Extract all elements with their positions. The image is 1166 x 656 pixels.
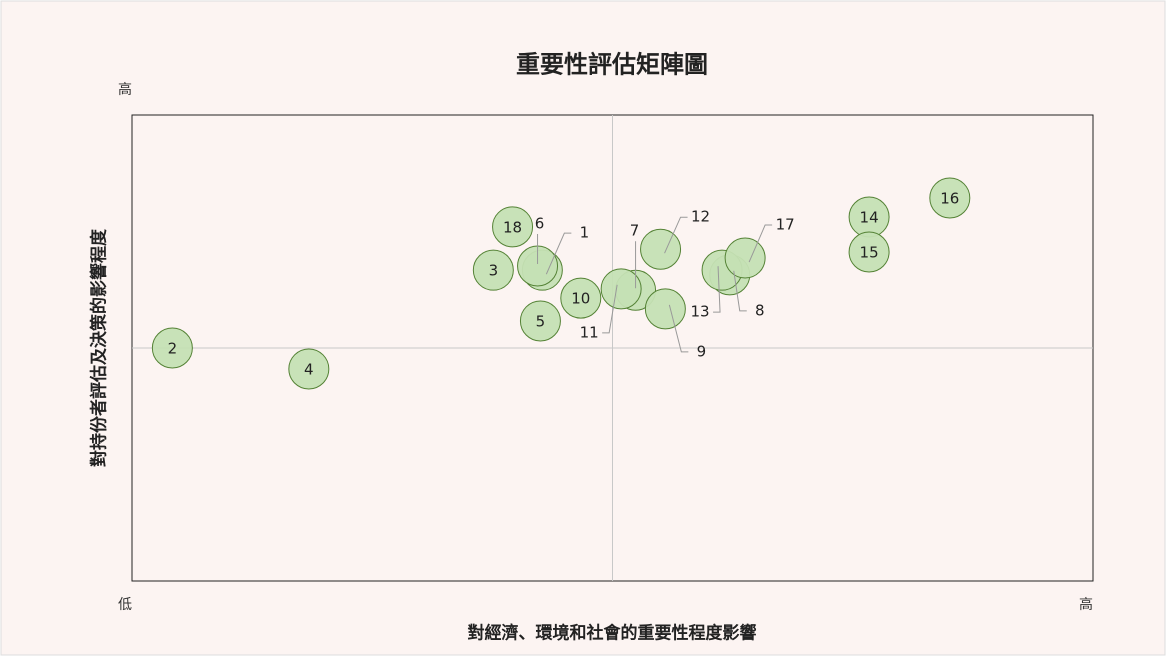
point-label: 16: [940, 189, 959, 207]
bubble: [644, 288, 686, 330]
point-label: 7: [630, 222, 640, 240]
point-label: 8: [755, 301, 765, 319]
point-label: 13: [691, 303, 710, 321]
bubble: [288, 348, 330, 390]
leader-line: [545, 232, 572, 275]
bubble: [519, 300, 561, 342]
leader-line: [664, 216, 688, 254]
y-axis-label: 對持份者評估及決策的影響程度: [89, 228, 110, 467]
point-label: 15: [860, 244, 879, 262]
point-label: 11: [580, 323, 599, 341]
point-label: 12: [691, 208, 710, 226]
bubble: [560, 277, 602, 319]
point-label: 1: [580, 224, 590, 242]
point-label: 18: [503, 218, 522, 236]
leader-line: [668, 304, 689, 353]
bubble: [929, 177, 971, 219]
bubble: [492, 206, 534, 248]
point-label: 9: [697, 342, 707, 360]
point-label: 5: [536, 312, 546, 330]
bubble: [848, 231, 890, 273]
bubble: [151, 327, 193, 369]
leader-line: [713, 266, 721, 313]
bubble: [472, 249, 514, 291]
bubble: [600, 268, 642, 310]
bubble: [724, 237, 766, 279]
point-label: 4: [304, 360, 314, 378]
x-tick-label: 低: [118, 597, 132, 613]
x-tick-label: 高: [1079, 596, 1093, 613]
point-label: 6: [535, 214, 545, 232]
x-axis-label: 對經濟、環境和社會的重要性程度影響: [468, 623, 757, 644]
point-label: 2: [168, 340, 178, 358]
point-label: 14: [860, 209, 879, 227]
chart-title: 重要性評估矩陣圖: [516, 50, 708, 79]
leader-line: [602, 284, 618, 334]
point-label: 3: [489, 262, 499, 280]
point-label: 10: [571, 290, 590, 308]
y-tick-label: 高: [118, 81, 132, 98]
leader-line: [733, 270, 747, 312]
point-label: 17: [776, 216, 795, 234]
leader-line: [748, 224, 773, 263]
bubble: [640, 228, 682, 270]
